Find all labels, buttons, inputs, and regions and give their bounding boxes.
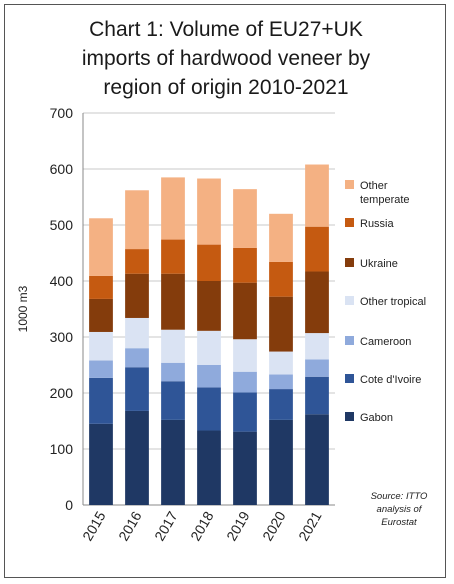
bar-segment-cameroon bbox=[161, 362, 185, 382]
source-note: Source: ITTO analysis of Eurostat bbox=[371, 491, 428, 528]
bar-segment-cote-d-ivoire bbox=[233, 392, 257, 432]
bar-segment-other-tropical bbox=[161, 329, 185, 363]
bar-segment-cote-d-ivoire bbox=[269, 389, 293, 420]
y-tick-label: 600 bbox=[50, 161, 74, 177]
legend-swatch bbox=[345, 412, 354, 421]
bar-segment-cameroon bbox=[269, 374, 293, 390]
bar-segment-other-tropical bbox=[233, 339, 257, 372]
x-tick-label: 2018 bbox=[187, 508, 217, 543]
y-tick-label: 400 bbox=[50, 273, 74, 289]
bar-segment-ukraine bbox=[161, 273, 185, 330]
bar-segment-cameroon bbox=[233, 371, 257, 393]
bar-segment-other-temperate bbox=[197, 178, 221, 245]
y-tick-label: 700 bbox=[50, 105, 74, 121]
bar-segment-cameroon bbox=[197, 365, 221, 388]
bar-segment-ukraine bbox=[269, 296, 293, 352]
legend-swatch bbox=[345, 218, 354, 227]
chart-frame: Chart 1: Volume of EU27+UK imports of ha… bbox=[4, 4, 446, 578]
y-tick-label: 200 bbox=[50, 385, 74, 401]
bar-segment-other-tropical bbox=[269, 351, 293, 375]
legend-swatch bbox=[345, 374, 354, 383]
x-tick-label: 2016 bbox=[115, 508, 145, 543]
bar-segment-other-temperate bbox=[305, 164, 329, 227]
bar-segment-ukraine bbox=[197, 281, 221, 331]
chart-title: Chart 1: Volume of EU27+UK imports of ha… bbox=[81, 18, 371, 99]
bar-segment-russia bbox=[161, 239, 185, 274]
y-tick-label: 500 bbox=[50, 217, 74, 233]
legend-entry: Other temperate bbox=[360, 180, 410, 206]
bar-segment-cote-d-ivoire bbox=[197, 387, 221, 431]
y-tick-label: 300 bbox=[50, 329, 74, 345]
legend-swatch bbox=[345, 180, 354, 189]
bar-segment-other-tropical bbox=[125, 317, 149, 349]
bar-segment-cameroon bbox=[89, 360, 113, 378]
bar-segment-other-tropical bbox=[305, 333, 329, 360]
legend-entry: Cote d'Ivoire bbox=[360, 374, 421, 386]
bar-segment-russia bbox=[197, 244, 221, 281]
bar-segment-cameroon bbox=[125, 348, 149, 368]
legend-swatch bbox=[345, 336, 354, 345]
x-tick-label: 2019 bbox=[223, 508, 253, 543]
x-tick-label: 2015 bbox=[79, 508, 109, 543]
bar-segment-cote-d-ivoire bbox=[125, 367, 149, 411]
legend-entry: Cameroon bbox=[360, 336, 411, 348]
legend-entry: Ukraine bbox=[360, 258, 398, 270]
bar-segment-gabon bbox=[161, 419, 185, 505]
bar-segment-ukraine bbox=[305, 271, 329, 334]
y-axis-label: 1000 m3 bbox=[16, 285, 30, 332]
bar-segment-ukraine bbox=[125, 273, 149, 318]
legend-swatch bbox=[345, 258, 354, 267]
y-tick-label: 100 bbox=[50, 441, 74, 457]
bar-segment-ukraine bbox=[89, 298, 113, 332]
bar-segment-other-temperate bbox=[125, 190, 149, 250]
bar-segment-other-tropical bbox=[197, 330, 221, 365]
bar-segment-gabon bbox=[125, 410, 149, 505]
bar-segment-russia bbox=[269, 261, 293, 297]
bar-segment-ukraine bbox=[233, 282, 257, 340]
bar-segment-gabon bbox=[89, 423, 113, 505]
bar-segment-russia bbox=[125, 249, 149, 274]
bar-segment-cameroon bbox=[305, 359, 329, 377]
bar-segment-russia bbox=[233, 247, 257, 283]
bar-segment-gabon bbox=[269, 419, 293, 505]
bar-segment-other-temperate bbox=[269, 213, 293, 262]
bar-segment-russia bbox=[305, 226, 329, 272]
bar-segment-other-tropical bbox=[89, 331, 113, 361]
legend-entry: Russia bbox=[360, 218, 395, 230]
bar-segment-gabon bbox=[197, 430, 221, 505]
x-tick-label: 2017 bbox=[151, 508, 181, 543]
bar-segment-other-temperate bbox=[233, 189, 257, 248]
bar-segment-cote-d-ivoire bbox=[305, 376, 329, 415]
x-tick-label: 2021 bbox=[295, 508, 325, 543]
legend-entry: Other tropical bbox=[360, 296, 426, 308]
y-tick-label: 0 bbox=[65, 497, 73, 513]
bar-segment-other-temperate bbox=[161, 177, 185, 240]
bar-segment-gabon bbox=[305, 414, 329, 505]
legend-swatch bbox=[345, 296, 354, 305]
bar-segment-cote-d-ivoire bbox=[161, 381, 185, 420]
bar-segment-other-temperate bbox=[89, 218, 113, 276]
bar-segment-gabon bbox=[233, 431, 257, 505]
bar-segment-russia bbox=[89, 275, 113, 299]
legend-entry: Gabon bbox=[360, 412, 393, 424]
bar-segment-cote-d-ivoire bbox=[89, 377, 113, 424]
x-tick-label: 2020 bbox=[259, 508, 289, 543]
